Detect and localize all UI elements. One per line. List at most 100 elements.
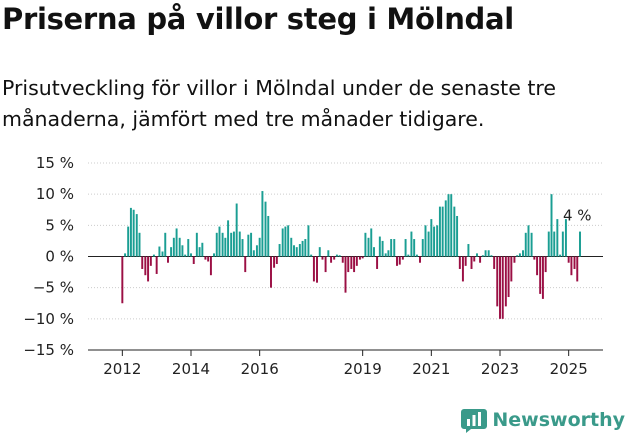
bar	[390, 239, 393, 257]
bar	[361, 256, 364, 259]
bar	[281, 228, 284, 257]
bar	[364, 232, 367, 257]
bar	[124, 253, 127, 257]
bar	[267, 215, 270, 257]
bar	[258, 237, 261, 257]
bar	[579, 231, 581, 257]
bar	[161, 251, 164, 257]
bar	[458, 256, 461, 269]
bar	[167, 256, 169, 263]
x-tick-label: 2014	[172, 360, 210, 378]
bar	[190, 253, 192, 257]
bar	[135, 214, 138, 257]
bar	[493, 256, 496, 269]
y-tick-label: 10 %	[36, 185, 74, 203]
bar	[164, 232, 167, 257]
newsworthy-chart-icon	[461, 409, 488, 433]
bar	[444, 200, 447, 257]
bar	[553, 231, 556, 257]
bar	[235, 203, 238, 257]
y-tick-label: −10 %	[23, 310, 74, 328]
bar	[476, 253, 478, 257]
bar	[513, 256, 516, 263]
bar	[330, 256, 333, 263]
bar	[138, 232, 141, 257]
bar	[247, 234, 250, 257]
bar	[255, 245, 258, 257]
bar	[516, 255, 519, 257]
bar	[224, 237, 227, 257]
bar	[424, 225, 427, 257]
bar	[404, 239, 407, 257]
bar	[430, 219, 433, 257]
bar	[536, 256, 539, 276]
bar	[539, 256, 542, 294]
bar	[307, 225, 310, 257]
bar	[438, 206, 441, 257]
bar	[155, 256, 158, 274]
bar	[496, 256, 499, 307]
bar	[450, 194, 453, 257]
bar	[290, 237, 293, 257]
latest-value-label: 4 %	[563, 207, 592, 225]
bar	[273, 256, 276, 268]
bar	[209, 256, 212, 276]
bar	[384, 253, 387, 257]
bar	[333, 256, 336, 260]
bar	[310, 254, 313, 257]
bar	[198, 247, 201, 257]
bar	[241, 239, 244, 257]
bar	[510, 256, 513, 282]
bar	[456, 215, 459, 257]
y-axis-ticks: 15 % 10 % 5 % 0 % −5 % −10 % −15 %	[23, 154, 74, 359]
bar	[490, 255, 493, 257]
bar	[238, 231, 241, 257]
bar	[436, 225, 439, 257]
bar	[192, 256, 195, 264]
bar	[541, 256, 544, 299]
bar	[175, 228, 178, 257]
bar	[481, 255, 484, 257]
bar	[507, 256, 510, 298]
bar	[132, 209, 135, 257]
bar	[373, 247, 375, 257]
bar	[293, 245, 295, 257]
bar	[284, 226, 287, 257]
bar	[564, 219, 567, 257]
bar	[301, 240, 304, 257]
bar	[501, 256, 504, 319]
bar	[232, 231, 235, 257]
bar	[559, 254, 562, 257]
x-tick-label: 2023	[481, 360, 519, 378]
x-tick-label: 2021	[412, 360, 450, 378]
bar	[184, 254, 187, 257]
bar	[567, 256, 570, 263]
bar	[479, 256, 482, 263]
bar	[298, 244, 301, 257]
bar	[484, 250, 487, 257]
x-tick-label: 2012	[103, 360, 141, 378]
bar	[335, 254, 338, 257]
bar	[129, 207, 132, 257]
bar	[524, 232, 527, 257]
bar	[327, 250, 330, 257]
bar	[401, 256, 404, 260]
bar	[218, 226, 221, 257]
bar	[149, 256, 152, 266]
bar	[547, 231, 550, 257]
bar	[381, 240, 384, 257]
bar	[376, 256, 379, 269]
bar	[527, 225, 530, 257]
bar	[556, 219, 559, 257]
x-tick-label: 2025	[550, 360, 588, 378]
bar	[378, 236, 381, 257]
bar	[573, 256, 576, 269]
bar	[204, 256, 207, 260]
bar	[415, 254, 418, 257]
bar	[172, 237, 175, 257]
bar	[121, 256, 124, 304]
bar	[413, 239, 416, 257]
bar	[221, 232, 224, 257]
bar	[419, 256, 421, 263]
